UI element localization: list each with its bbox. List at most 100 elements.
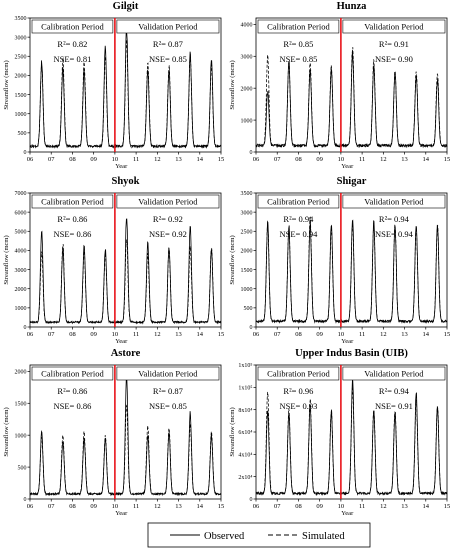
x-tick-label: 08 bbox=[69, 156, 76, 163]
panel-title: Gilgit bbox=[113, 1, 139, 12]
x-tick-label: 13 bbox=[175, 503, 182, 510]
validation-box bbox=[116, 194, 220, 209]
x-axis-label: Year bbox=[115, 510, 128, 517]
y-tick-label: 6000 bbox=[15, 210, 27, 216]
x-tick-label: 08 bbox=[295, 156, 302, 163]
plot-frame bbox=[255, 17, 448, 153]
y-tick-label: 1500 bbox=[15, 401, 27, 407]
x-tick-label: 14 bbox=[197, 503, 204, 510]
validation-nse: NSE= 0.85 bbox=[149, 54, 187, 64]
y-axis-label: Streamflow (mcm) bbox=[229, 60, 236, 109]
calibration-nse: NSE= 0.93 bbox=[280, 401, 318, 411]
x-tick-label: 11 bbox=[359, 331, 365, 338]
x-tick-label: 14 bbox=[423, 156, 430, 163]
observed-series-line bbox=[29, 374, 222, 497]
y-tick-label: 3500 bbox=[241, 191, 253, 197]
validation-r2: R²= 0.91 bbox=[379, 39, 409, 49]
y-tick-label: 2x10⁴ bbox=[238, 475, 252, 481]
x-tick-label: 08 bbox=[69, 331, 76, 338]
panel-4: Shigar 0 500 1000 1500 2000 2500 3000 3500 06 07 08… bbox=[229, 176, 450, 345]
panels-group: Gilgit 0 500 1000 1500 2000 2500 3000 3500 06 07 08… bbox=[3, 1, 450, 517]
x-tick-label: 09 bbox=[316, 331, 323, 338]
calibration-nse: NSE= 0.85 bbox=[280, 54, 318, 64]
plot-frame bbox=[29, 364, 222, 500]
panel-3: Shyok 0 1000 2000 3000 4000 5000 6000 7000 06 07 08… bbox=[3, 176, 224, 345]
x-tick-label: 09 bbox=[90, 503, 97, 510]
x-tick-label: 15 bbox=[444, 156, 451, 163]
y-tick-label: 2000 bbox=[241, 86, 253, 92]
calibration-box bbox=[31, 366, 114, 381]
x-tick-label: 11 bbox=[359, 156, 365, 163]
panel-2: Hunza 0 1000 2000 3000 4000 06 07 08 09 10 11 12 13 14… bbox=[229, 1, 450, 170]
y-axis-label: Streamflow (mcm) bbox=[229, 407, 236, 456]
x-tick-label: 15 bbox=[218, 503, 225, 510]
calibration-nse: NSE= 0.86 bbox=[54, 401, 92, 411]
plot-frame bbox=[29, 192, 222, 328]
x-tick-label: 09 bbox=[316, 156, 323, 163]
x-tick-label: 11 bbox=[133, 503, 139, 510]
x-tick-label: 07 bbox=[274, 503, 281, 510]
x-tick-label: 10 bbox=[112, 331, 119, 338]
x-tick-label: 12 bbox=[380, 331, 387, 338]
validation-nse: NSE= 0.85 bbox=[149, 401, 187, 411]
x-tick-label: 10 bbox=[338, 331, 345, 338]
calibration-label: Calibration Period bbox=[41, 197, 104, 207]
x-tick-label: 15 bbox=[444, 331, 451, 338]
panel-title: Hunza bbox=[337, 1, 368, 12]
x-tick-label: 06 bbox=[253, 156, 260, 163]
calibration-r2: R²= 0.96 bbox=[283, 386, 313, 396]
y-axis-label: Streamflow (mcm) bbox=[3, 60, 10, 109]
validation-label: Validation Period bbox=[364, 22, 424, 32]
legend-observed-label: Observed bbox=[204, 531, 245, 542]
x-tick-label: 07 bbox=[48, 503, 55, 510]
y-tick-label: 3000 bbox=[15, 35, 27, 41]
observed-series-line bbox=[255, 50, 448, 149]
x-tick-label: 12 bbox=[154, 331, 161, 338]
validation-r2: R²= 0.87 bbox=[153, 386, 183, 396]
x-axis-label: Year bbox=[115, 163, 128, 170]
x-tick-label: 10 bbox=[338, 503, 345, 510]
x-tick-label: 06 bbox=[27, 331, 34, 338]
y-tick-label: 2000 bbox=[15, 370, 27, 376]
x-tick-label: 08 bbox=[295, 503, 302, 510]
validation-box bbox=[342, 194, 446, 209]
y-tick-label: 0 bbox=[24, 150, 27, 156]
y-tick-label: 4000 bbox=[241, 23, 253, 29]
validation-r2: R²= 0.92 bbox=[153, 214, 183, 224]
y-tick-label: 2500 bbox=[15, 54, 27, 60]
x-tick-label: 07 bbox=[48, 331, 55, 338]
validation-label: Validation Period bbox=[138, 22, 198, 32]
y-tick-label: 1000 bbox=[15, 112, 27, 118]
x-tick-label: 14 bbox=[423, 503, 430, 510]
validation-nse: NSE= 0.90 bbox=[375, 54, 413, 64]
validation-r2: R²= 0.94 bbox=[379, 386, 410, 396]
x-tick-label: 10 bbox=[338, 156, 345, 163]
x-tick-label: 14 bbox=[197, 156, 204, 163]
y-tick-label: 500 bbox=[18, 465, 27, 471]
panel-title: Shigar bbox=[337, 176, 367, 187]
y-tick-label: 1x10⁵ bbox=[238, 363, 252, 369]
x-tick-label: 06 bbox=[253, 331, 260, 338]
y-tick-label: 1500 bbox=[15, 93, 27, 99]
x-tick-label: 11 bbox=[133, 331, 139, 338]
y-tick-label: 3000 bbox=[241, 210, 253, 216]
calibration-nse: NSE= 0.86 bbox=[54, 229, 92, 239]
x-tick-label: 08 bbox=[295, 331, 302, 338]
calibration-box bbox=[257, 19, 340, 34]
x-tick-label: 08 bbox=[69, 503, 76, 510]
calibration-r2: R²= 0.82 bbox=[57, 39, 87, 49]
calibration-label: Calibration Period bbox=[267, 197, 330, 207]
validation-label: Validation Period bbox=[364, 369, 424, 379]
x-tick-label: 13 bbox=[175, 156, 182, 163]
panel-title: Shyok bbox=[111, 176, 139, 187]
calibration-box bbox=[31, 194, 114, 209]
x-axis-label: Year bbox=[115, 338, 128, 345]
observed-series-line bbox=[255, 219, 448, 324]
y-tick-label: 0 bbox=[24, 497, 27, 503]
x-tick-label: 07 bbox=[48, 156, 55, 163]
validation-box bbox=[342, 19, 446, 34]
legend: Observed Simulated bbox=[147, 522, 371, 548]
y-axis-label: Streamflow (mcm) bbox=[3, 235, 10, 284]
validation-nse: NSE= 0.92 bbox=[149, 229, 187, 239]
observed-series-line bbox=[255, 379, 448, 497]
